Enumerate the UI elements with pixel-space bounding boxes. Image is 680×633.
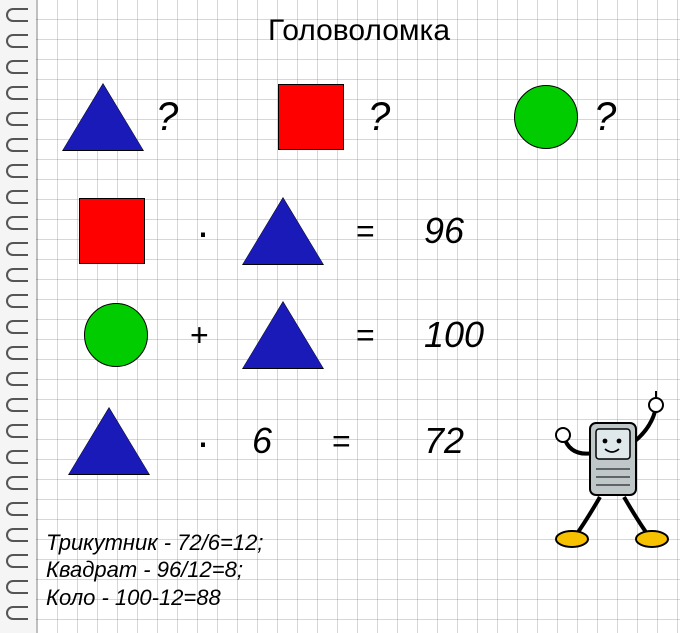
eq2-left	[76, 303, 156, 367]
content: Головоломка ? ? ? · = 96 +	[38, 0, 680, 633]
eq1-equals: =	[356, 213, 375, 250]
answer-line: Трикутник - 72/6=12;	[46, 529, 263, 557]
eq1-left	[72, 198, 152, 264]
triangle-unknown	[58, 84, 148, 150]
eq3-op: ·	[196, 431, 210, 452]
eq1-result: 96	[424, 210, 464, 252]
spiral-binding	[0, 0, 36, 633]
question-mark: ?	[156, 95, 178, 140]
eq3-left	[64, 408, 154, 474]
eq1-op: ·	[196, 221, 210, 242]
answers-block: Трикутник - 72/6=12; Квадрат - 96/12=8; …	[46, 529, 263, 612]
question-mark: ?	[594, 95, 616, 140]
page: Головоломка ? ? ? · = 96 +	[0, 0, 680, 633]
title: Головоломка	[38, 0, 680, 48]
unknowns-row: ? ? ?	[38, 72, 680, 162]
computer-mascot-icon	[552, 389, 672, 549]
answer-line: Квадрат - 96/12=8;	[46, 556, 263, 584]
square-unknown	[266, 84, 356, 150]
eq2-result: 100	[424, 314, 484, 356]
eq2-equals: =	[356, 317, 375, 354]
eq2-op: +	[190, 317, 209, 354]
answer-line: Коло - 100-12=88	[46, 584, 263, 612]
eq2-right	[238, 302, 328, 368]
equation-row-1: · = 96	[38, 186, 680, 276]
eq3-equals: =	[332, 423, 351, 460]
circle-unknown	[506, 85, 586, 149]
equation-row-2: + = 100	[38, 290, 680, 380]
grid-sheet: Головоломка ? ? ? · = 96 +	[36, 0, 680, 633]
question-mark: ?	[368, 95, 390, 140]
eq1-right	[238, 198, 328, 264]
eq3-right-num: 6	[252, 420, 272, 462]
eq3-result: 72	[424, 420, 464, 462]
